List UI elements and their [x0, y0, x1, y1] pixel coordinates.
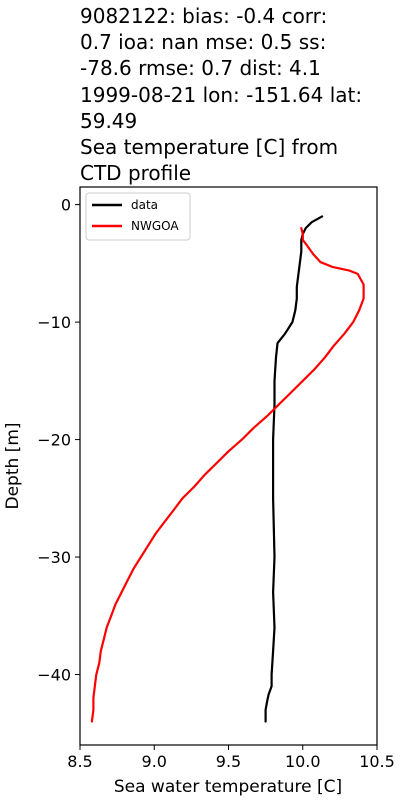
- title-line: -78.6 rmse: 0.7 dist: 4.1: [80, 56, 321, 81]
- x-tick-label: 10.5: [359, 752, 395, 771]
- y-axis-label: Depth [m]: [3, 422, 23, 509]
- chart-title: 9082122: bias: -0.4 corr: 0.7 ioa: nan m…: [80, 3, 398, 186]
- title-line: Sea temperature [C] from: [80, 135, 339, 160]
- title-line: 9082122: bias: -0.4 corr:: [80, 4, 328, 28]
- plot-frame: [79, 186, 378, 746]
- y-tick-label: −20: [37, 431, 71, 450]
- title-line: CTD profile: [80, 161, 192, 186]
- y-tick-label: 0: [61, 196, 71, 215]
- y-tick-label: −10: [37, 313, 71, 332]
- title-line: 0.7 ioa: nan mse: 0.5 ss:: [80, 30, 327, 55]
- y-tick-label: −30: [37, 548, 71, 567]
- series-layer: [90, 215, 365, 723]
- x-axis-label: Sea water temperature [C]: [114, 777, 342, 797]
- series-line-nwgoa: [90, 227, 365, 723]
- title-line: 59.49: [80, 108, 138, 133]
- legend-label-nwgoa: NWGOA: [131, 219, 179, 233]
- title-line: 1999-08-21 lon: -151.64 lat:: [80, 82, 363, 107]
- x-tick-label: 9.5: [216, 752, 241, 771]
- x-tick-label: 8.5: [67, 752, 92, 771]
- x-tick-label: 9.0: [142, 752, 167, 771]
- y-tick-label: −40: [37, 666, 71, 685]
- x-tick-label: 10.0: [285, 752, 321, 771]
- legend: data NWGOA: [85, 192, 191, 241]
- series-line-data: [264, 215, 324, 723]
- ticks-layer: 8.5 9.0 9.5 10.0 10.5 0 −10 −20 −30 −40: [37, 196, 395, 771]
- legend-label-data: data: [131, 198, 158, 212]
